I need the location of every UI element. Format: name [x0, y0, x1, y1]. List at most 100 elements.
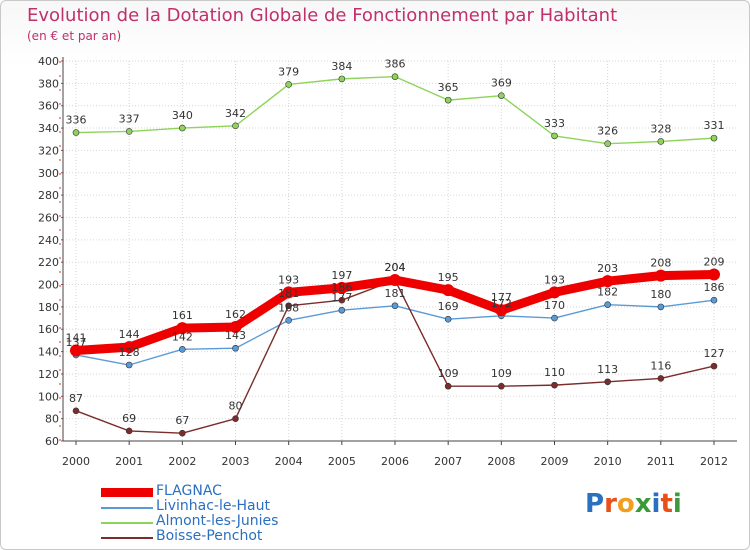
data-point [176, 322, 189, 335]
data-point [498, 382, 505, 390]
data-label: 331 [704, 119, 725, 132]
data-label: 143 [225, 329, 246, 342]
series-flagnac [70, 268, 720, 357]
data-label: 161 [172, 309, 193, 322]
data-label: 162 [225, 308, 246, 321]
data-label: 168 [278, 301, 299, 314]
data-label: 144 [119, 328, 140, 341]
data-label: 369 [491, 77, 512, 90]
data-label: 193 [544, 273, 565, 286]
y-tick-label: 380 [38, 77, 59, 90]
data-label: 180 [650, 288, 671, 301]
data-point [179, 124, 186, 132]
x-tick-label: 2007 [434, 455, 462, 468]
logo-letter: i [651, 489, 661, 519]
data-point [123, 341, 136, 354]
data-point [604, 301, 611, 308]
data-label: 177 [491, 291, 512, 304]
data-label: 87 [69, 392, 83, 405]
data-label: 116 [650, 359, 671, 372]
data-point [125, 361, 133, 369]
data-point [498, 92, 505, 99]
y-tick-label: 280 [38, 189, 59, 202]
data-label: 384 [331, 60, 352, 73]
y-tick-label: 120 [38, 368, 59, 381]
data-point [710, 296, 718, 304]
data-label: 193 [278, 273, 299, 286]
data-label: 326 [597, 125, 618, 138]
logo-letter: x [634, 489, 652, 519]
data-point [657, 375, 665, 382]
y-tick-label: 320 [38, 144, 59, 157]
data-label: 109 [491, 367, 512, 380]
legend-label: FLAGNAC [156, 483, 222, 499]
data-point [391, 302, 399, 310]
x-tick-label: 2010 [594, 455, 622, 468]
y-tick-label: 100 [38, 390, 59, 403]
data-point [444, 96, 452, 104]
x-tick-label: 2011 [647, 455, 675, 468]
data-label: 142 [172, 330, 193, 343]
data-point [179, 429, 186, 437]
data-label: 365 [438, 81, 459, 94]
data-point [282, 286, 295, 299]
data-label: 69 [122, 412, 136, 425]
logo-letter: r [604, 489, 617, 519]
data-point [551, 381, 558, 389]
data-label: 109 [438, 367, 459, 380]
data-point [179, 346, 186, 353]
series-almont-les-junies [72, 73, 718, 148]
data-point [654, 269, 667, 282]
y-tick-label: 240 [38, 234, 59, 247]
data-label: 170 [544, 299, 565, 312]
x-tick-label: 2004 [275, 455, 303, 468]
logo-letter: i [672, 489, 682, 519]
data-label-layer: 336 337 340 342 379 384 386 365 369 333 326 328 331 1… [66, 58, 725, 428]
y-tick-label: 220 [38, 256, 59, 269]
data-point [601, 275, 614, 288]
data-point [710, 134, 718, 142]
data-label: 337 [119, 112, 140, 125]
legend-label: Livinhac-le-Haut [156, 498, 270, 514]
data-point [232, 415, 239, 422]
data-point [70, 344, 82, 357]
y-tick-label: 60 [45, 435, 59, 448]
data-label: 181 [278, 287, 299, 300]
data-point [389, 274, 401, 287]
data-label: 204 [385, 261, 406, 274]
proxiti-logo: Proxiti [585, 489, 682, 519]
series-livinhac-le-haut [72, 296, 718, 369]
data-label: 67 [175, 414, 189, 427]
x-tick-label: 2009 [541, 455, 569, 468]
data-point [551, 314, 558, 322]
y-tick-label: 160 [38, 323, 59, 336]
data-label: 128 [119, 346, 140, 359]
data-label: 386 [385, 58, 406, 71]
data-point [708, 268, 720, 281]
data-point [229, 321, 242, 333]
data-point [125, 128, 133, 135]
logo-letter: P [585, 489, 605, 519]
data-point [338, 75, 346, 83]
data-label: 203 [597, 262, 618, 275]
data-label: 177 [331, 291, 352, 304]
data-point [444, 315, 452, 323]
y-tick-label: 260 [38, 211, 59, 224]
data-label: 336 [66, 114, 87, 127]
chart-subtitle: (en € et par an) [27, 29, 122, 43]
data-point [710, 362, 718, 370]
x-tick-label: 2002 [168, 455, 196, 468]
logo-letter: t [660, 489, 673, 519]
legend-swatch [101, 522, 153, 524]
y-tick-label: 180 [38, 301, 59, 314]
data-label: 172 [491, 297, 512, 310]
y-tick-label: 340 [38, 122, 59, 135]
data-point [444, 382, 452, 390]
x-tick-label: 2006 [381, 455, 409, 468]
data-point [548, 286, 561, 299]
data-point [285, 302, 292, 310]
data-label: 186 [704, 281, 725, 294]
data-label: 110 [544, 366, 565, 379]
